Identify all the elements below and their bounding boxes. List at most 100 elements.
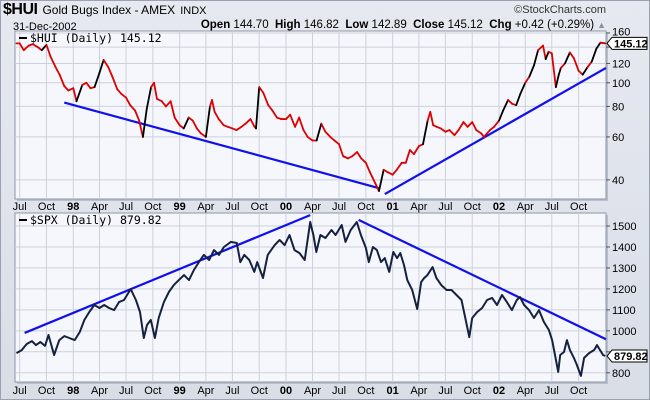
hui-price-segment [134, 109, 141, 122]
x-tick-label: Jul [332, 201, 346, 213]
hui-price-segment [568, 51, 575, 60]
chg-value: +0.42 (+0.29%) [514, 19, 595, 31]
hui-price-segment [542, 44, 547, 61]
hui-price-segment [537, 44, 544, 52]
hui-price-segment [142, 108, 148, 138]
y-tick-label: 1000 [612, 326, 636, 338]
low-label: Low [345, 19, 369, 31]
hui-price-segment [408, 149, 415, 156]
hui-price-segment [457, 121, 465, 131]
x-tick-label: Apr [410, 385, 427, 397]
x-tick-label: Jul [13, 385, 27, 397]
trendline [24, 214, 311, 334]
hui-price-segment [586, 60, 593, 68]
y-tick-label: 1500 [612, 221, 636, 233]
x-tick-label: 00 [280, 385, 292, 397]
hui-price-segment [577, 69, 584, 76]
hui-panel: Jul Oct 98 Apr Jul Oct 99 Apr Jul Oct 00 Apr Jul Oct 0… [13, 26, 648, 213]
last-value-label: 145.12 [614, 38, 648, 50]
hui-price-segment [195, 127, 202, 135]
hui-price-segment [524, 75, 531, 84]
x-tick-label: 99 [174, 201, 186, 213]
x-tick-label: Jul [225, 385, 239, 397]
hui-price-segment [395, 161, 403, 171]
x-tick-label: Oct [357, 201, 374, 213]
high-value: 146.82 [303, 19, 339, 31]
hui-price-segment [18, 42, 25, 52]
hui-price-segment [165, 100, 172, 108]
hui-price-segment [391, 168, 398, 176]
x-tick-label: Oct [38, 201, 55, 213]
hui-price-segment [262, 91, 270, 107]
hui-price-segment [169, 100, 176, 119]
symbol-title: $HUI [3, 1, 38, 18]
hui-price-segment [324, 130, 332, 138]
y-tick-label: 1100 [612, 305, 636, 317]
hui-price-segment [213, 110, 220, 120]
hui-price-segment [138, 119, 144, 138]
hui-price-segment [271, 109, 278, 119]
x-tick-label: 99 [174, 385, 186, 397]
plot-area [14, 212, 607, 383]
hui-price-segment [519, 81, 527, 95]
copyright-link[interactable]: ©StockCharts.com [514, 4, 606, 16]
hui-price-segment [507, 99, 514, 105]
hui-price-segment [54, 66, 61, 76]
hui-price-segment [378, 168, 385, 192]
x-tick-label: Oct [357, 385, 374, 397]
x-tick-label: 02 [493, 385, 505, 397]
y-tick-label: 1200 [612, 284, 636, 296]
hui-price-segment [471, 121, 478, 131]
hui-price-segment [404, 149, 411, 164]
x-tick-label: Apr [517, 385, 534, 397]
x-tick-label: 01 [387, 385, 399, 397]
y-tick-label: 160 [612, 26, 630, 38]
hui-price-segment [49, 55, 57, 68]
hui-price-segment [533, 49, 539, 67]
hui-price-segment [258, 86, 265, 94]
x-tick-label: Oct [570, 385, 587, 397]
hui-price-segment [40, 43, 48, 52]
hui-price-segment [289, 113, 296, 128]
hui-price-segment [554, 73, 560, 89]
open-value: 144.70 [233, 19, 269, 31]
hui-price-segment [356, 151, 363, 160]
hui-price-segment [173, 116, 181, 127]
hui-price-segment [475, 129, 483, 135]
y-tick-label: 800 [612, 368, 630, 380]
hui-price-segment [369, 171, 376, 184]
hui-price-segment [590, 47, 598, 63]
hui-price-segment [267, 104, 274, 112]
x-tick-label: Jul [438, 201, 452, 213]
title-row: $HUI Gold Bugs Index - AMEX INDX [3, 1, 206, 19]
low-value: 142.89 [371, 19, 407, 31]
hui-price-segment [111, 75, 119, 91]
x-tick-label: Jul [438, 385, 452, 397]
hui-price-segment [294, 116, 301, 128]
hui-price-segment [320, 122, 327, 133]
hui-price-segment [559, 62, 566, 69]
x-tick-label: Oct [464, 385, 481, 397]
hui-price-segment [374, 181, 380, 192]
hui-price-segment [528, 64, 535, 78]
hui-price-segment [204, 105, 211, 138]
x-tick-label: Jul [545, 201, 559, 213]
x-tick-label: 01 [387, 201, 399, 213]
x-tick-label: Jul [225, 201, 239, 213]
hui-price-segment [45, 43, 52, 58]
hui-price-segment [129, 104, 136, 112]
close-label: Close [413, 19, 445, 31]
hui-price-segment [515, 93, 522, 107]
hui-price-segment [329, 136, 336, 142]
hui-price-segment [72, 87, 78, 103]
hui-price-segment [599, 41, 607, 45]
hui-price-segment [244, 118, 252, 125]
trendline [63, 101, 380, 190]
plot-area [14, 30, 607, 200]
hui-price-segment [298, 116, 305, 131]
hui-price-segment [315, 122, 323, 142]
hui-price-segment [160, 100, 167, 108]
hui-price-segment [85, 81, 92, 90]
hui-price-segment [120, 93, 127, 99]
